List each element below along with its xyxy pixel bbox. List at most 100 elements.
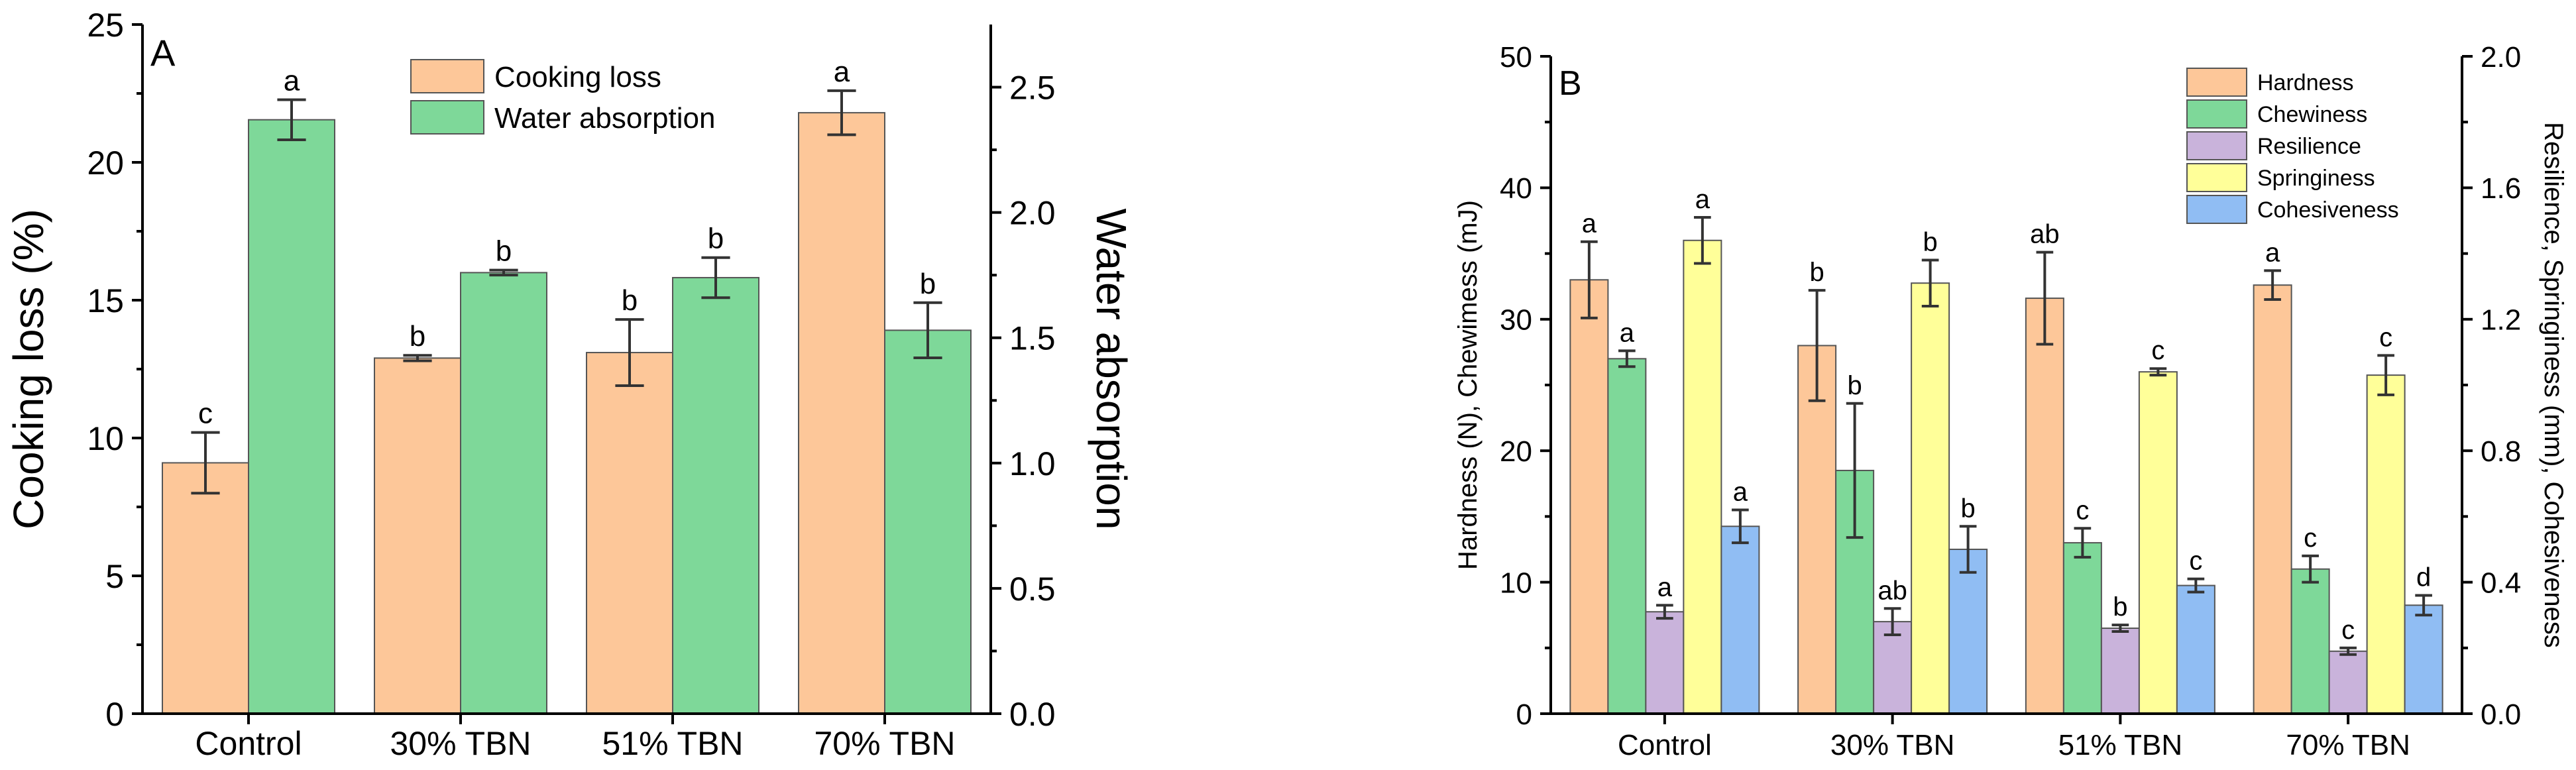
panel-b-significance-letter: b: [1961, 494, 1976, 523]
panel-b-error-bar-cohesiveness-51pct-tbn: [2187, 577, 2205, 594]
panel-b-significance-letter: a: [1620, 318, 1635, 347]
panel-b-error-bar-springiness-70pct-tbn: [2377, 354, 2394, 396]
panel-b-panel-label: B: [1559, 64, 1582, 103]
panel-a-right-tick-label: 0.0: [1009, 696, 1056, 733]
panel-b-bar-springiness-control: [1683, 239, 1722, 714]
panel-a-y-axis-title: Cooking loss (%): [5, 209, 52, 529]
panel-b-significance-letter: c: [2379, 323, 2392, 352]
panel-b-bar-chewiness-70pct-tbn: [2290, 568, 2330, 715]
panel-b-significance-letter: d: [2416, 563, 2431, 592]
panel-b-error-bar-chewiness-30pct-tbn: [1846, 402, 1864, 539]
panel-b-error-bar-cohesiveness-70pct-tbn: [2415, 594, 2432, 617]
panel-b-bar-resilience-70pct-tbn: [2328, 650, 2368, 715]
panel-b-bar-cohesiveness-70pct-tbn: [2404, 604, 2443, 714]
panel-a-error-bar-water-absorption-30pct-tbn: [489, 268, 518, 277]
panel-b-error-bar-hardness-51pct-tbn: [2036, 250, 2054, 346]
panel-b-left-tick-label: 0: [1516, 698, 1532, 731]
panel-b-error-bar-resilience-30pct-tbn: [1883, 607, 1901, 636]
panel-b-error-bar-springiness-30pct-tbn: [1921, 258, 1939, 307]
panel-a-error-bar-cooking-loss-70pct-tbn: [827, 89, 856, 137]
panel-a-left-tick-label: 10: [87, 420, 124, 457]
panel-b-error-bar-cohesiveness-30pct-tbn: [1959, 525, 1977, 574]
panel-b-error-bar-cohesiveness-control: [1732, 508, 1749, 545]
panel-b-error-bar-springiness-51pct-tbn: [2149, 367, 2167, 377]
panel-a-significance-letter: b: [622, 284, 638, 317]
panel-a-x-tick-label-70pct-tbn: 70% TBN: [814, 725, 955, 762]
panel-b-legend-swatch-resilience: [2186, 131, 2247, 160]
panel-b-bar-cohesiveness-30pct-tbn: [1948, 549, 1988, 714]
panel-a-error-bar-water-absorption-51pct-tbn: [701, 256, 730, 300]
panel-b-significance-letter: c: [2189, 547, 2202, 576]
panel-b-error-bar-hardness-30pct-tbn: [1808, 289, 1826, 402]
panel-b-error-bar-resilience-control: [1656, 604, 1673, 620]
panel-b-significance-letter: a: [1657, 573, 1673, 602]
panel-b-right-tick-label: 0.0: [2481, 698, 2521, 731]
panel-b-right-tick-label: 1.2: [2481, 304, 2521, 337]
panel-b-bar-springiness-30pct-tbn: [1911, 282, 1950, 714]
panel-b-left-tick-label: 50: [1500, 41, 1532, 74]
panel-b-y-axis-title: Hardness (N), Chewimess (mJ): [1453, 200, 1483, 570]
panel-a-left-tick-label: 0: [105, 696, 124, 733]
panel-a-significance-letter: b: [920, 268, 936, 300]
panel-a-significance-letter: a: [284, 64, 300, 97]
panel-b-right-tick-label: 1.6: [2481, 172, 2521, 205]
panel-b-bar-cohesiveness-51pct-tbn: [2176, 584, 2215, 714]
panel-b-significance-letter: a: [1582, 209, 1597, 239]
panel-b-error-bar-resilience-51pct-tbn: [2111, 624, 2129, 633]
panel-b-bar-chewiness-51pct-tbn: [2062, 542, 2102, 715]
panel-a-significance-letter: b: [496, 235, 512, 268]
panel-b-x-tick-label-30pct-tbn: 30% TBN: [1830, 729, 1955, 761]
panel-b-bar-chewiness-control: [1607, 358, 1647, 714]
panel-b-left-tick-label: 10: [1500, 567, 1532, 599]
panel-b-bar-resilience-control: [1645, 611, 1685, 714]
panel-b-error-bar-chewiness-control: [1618, 349, 1636, 368]
panel-a-bar-water-absorption-control: [248, 119, 335, 714]
panel-a-error-bar-water-absorption-70pct-tbn: [913, 301, 942, 359]
panel-b-legend-swatch-springiness: [2186, 163, 2247, 192]
panel-b-significance-letter: a: [2265, 238, 2280, 267]
panel-b-right-tick-label: 0.4: [2481, 567, 2521, 599]
panel-b-legend-label-cohesiveness: Cohesiveness: [2257, 197, 2399, 223]
panel-a-right-tick-label: 0.5: [1009, 571, 1056, 608]
panel-a-chart: c b b a a b b b 0 5 10 15 20 25 0.0 0.5 1.0 1.5 2.0 2.5 Cont…: [5, 7, 1135, 762]
panel-b-error-bar-hardness-70pct-tbn: [2264, 269, 2281, 302]
panel-a-bar-cooking-loss-control: [162, 462, 249, 714]
panel-a-left-tick-label: 15: [87, 282, 124, 319]
panel-a-right-tick-label: 2.5: [1009, 70, 1056, 107]
panel-b-legend-label-resilience: Resilience: [2257, 134, 2361, 159]
panel-a-bar-cooking-loss-51pct-tbn: [586, 352, 673, 714]
panel-b-significance-letter: ab: [1877, 576, 1907, 605]
panel-b-legend-label-springiness: Springiness: [2257, 166, 2375, 191]
panel-a-right-tick-label: 2.0: [1009, 195, 1056, 232]
panel-b-left-tick-label: 20: [1500, 435, 1532, 468]
panel-b-right-tick-label: 0.8: [2481, 435, 2521, 468]
panel-b-significance-letter: c: [2076, 496, 2089, 525]
panel-a-significance-letter: c: [198, 398, 213, 430]
panel-b-legend-swatch-chewiness: [2186, 99, 2247, 129]
panel-b-significance-letter: a: [1733, 477, 1748, 506]
panel-b-legend-label-chewiness: Chewiness: [2257, 102, 2367, 127]
panel-b-left-tick-label: 40: [1500, 172, 1532, 205]
panel-b-bar-hardness-51pct-tbn: [2025, 298, 2064, 714]
panel-b-significance-letter: a: [1695, 185, 1710, 214]
panel-b-legend-label-hardness: Hardness: [2257, 70, 2354, 95]
panel-b-error-bar-resilience-70pct-tbn: [2339, 646, 2357, 656]
panel-b-error-bar-chewiness-70pct-tbn: [2302, 554, 2319, 584]
panel-a-significance-letter: a: [834, 56, 850, 88]
panel-a-y2-axis-title: Water absorption: [1088, 209, 1135, 530]
panel-b-significance-letter: b: [1848, 371, 1862, 400]
panel-b-bar-hardness-control: [1569, 279, 1609, 714]
panel-a-x-tick-label-51pct-tbn: 51% TBN: [602, 725, 743, 762]
panel-a-x-tick-label-control: Control: [195, 725, 302, 762]
panel-b-significance-letter: c: [2341, 616, 2355, 645]
panel-b-bar-springiness-70pct-tbn: [2366, 374, 2406, 714]
panel-a-panel-label: A: [150, 32, 176, 74]
panel-b-significance-letter: b: [1923, 228, 1938, 257]
panel-a-error-bar-cooking-loss-51pct-tbn: [615, 318, 644, 387]
panel-a-legend-swatch-cooking-loss: [410, 59, 484, 93]
panel-b-x-tick-label-70pct-tbn: 70% TBN: [2286, 729, 2410, 761]
panel-b-bar-hardness-70pct-tbn: [2253, 284, 2292, 714]
panel-a-bar-cooking-loss-70pct-tbn: [798, 112, 885, 714]
panel-b-right-tick-label: 2.0: [2481, 41, 2521, 74]
